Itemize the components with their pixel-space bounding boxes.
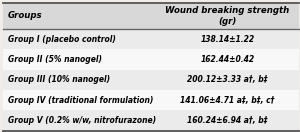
Text: 138.14±1.22: 138.14±1.22 [200,35,254,44]
Text: Group IV (traditional formulation): Group IV (traditional formulation) [8,96,153,105]
Bar [3,3,298,29]
Bar [3,110,298,131]
Text: 141.06±4.71 a‡, b‡, c†: 141.06±4.71 a‡, b‡, c† [180,96,274,105]
Text: 200.12±3.33 a†, b‡: 200.12±3.33 a†, b‡ [187,75,268,84]
Text: Group III (10% nanogel): Group III (10% nanogel) [8,75,109,84]
Text: Group II (5% nanogel): Group II (5% nanogel) [8,55,101,64]
Text: 162.44±0.42: 162.44±0.42 [200,55,254,64]
Bar [3,29,298,49]
Text: Group I (placebo control): Group I (placebo control) [8,35,116,44]
Text: 160.24±6.94 a†, b‡: 160.24±6.94 a†, b‡ [187,116,268,125]
Text: Wound breaking strength
(gr): Wound breaking strength (gr) [165,6,290,26]
Bar [3,90,298,110]
Bar [3,49,298,70]
Bar [3,70,298,90]
Text: Groups: Groups [8,11,42,20]
Text: Group V (0.2% w/w, nitrofurazone): Group V (0.2% w/w, nitrofurazone) [8,116,156,125]
